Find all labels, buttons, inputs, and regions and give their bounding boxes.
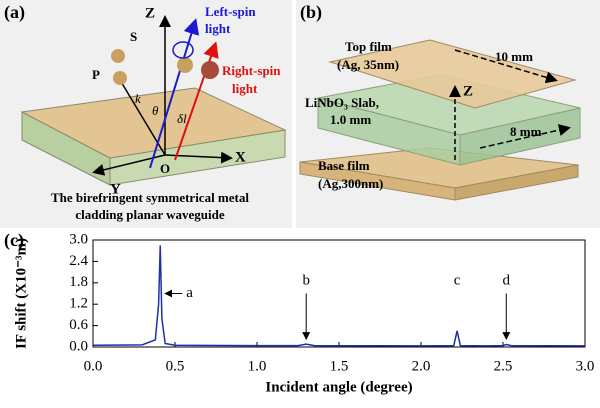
annotation: a [186,285,193,301]
caption: cladding planar waveguide [75,207,225,222]
sphere [111,49,125,63]
sphere [177,57,193,73]
annotation: d [503,272,511,288]
panel-c: (c) 0.0 0.6 1.2 1.8 2.4 3.0 0.0 0.5 1.0 1.5 2.0 2.5 3… [4,230,594,395]
sphere [113,71,127,85]
label: Base film [318,158,370,173]
label: LiNbO₃ Slab, [305,95,379,110]
label: k [135,91,141,106]
x-tick-label: 0.0 [84,358,103,374]
dim-line [479,124,571,149]
x-axis-label: Incident angle (degree) [265,379,412,395]
y-axis-label: IF shift (X10⁻³m) [13,238,29,349]
top-film [328,39,577,109]
spin-circle [172,41,194,59]
panel-a: (a) Z S P Left-spin light Right-spin lig… [0,0,292,228]
axis-label: Z [145,5,155,21]
axis-label: Z [463,83,473,99]
y-tick-label: 0.0 [69,338,88,354]
x-tick-label: 1.0 [248,358,267,374]
panel-b: (b) Top film (Ag, 35nm) 10 mm Z LiNbO₃ S… [296,0,600,228]
annotation: b [302,272,310,288]
y-tick-label: 0.6 [69,317,88,333]
slab-side [459,107,581,166]
axis-label: Y [110,181,121,197]
x-tick-label: 2.5 [494,358,513,374]
label: 10 mm [495,49,533,64]
left-spin-ray [149,18,200,169]
y-tick-label: 1.8 [69,274,88,290]
label: Left-spin [205,4,256,19]
label: 1.0 mm [330,112,371,127]
label: δl [177,111,187,126]
x-tick-label: 1.5 [330,358,349,374]
label: (Ag,300nm) [318,176,383,191]
panel-label: (c) [4,230,24,251]
label: Top film [345,39,392,54]
slab-top [20,87,287,159]
label: P [92,67,100,82]
annotation: c [454,272,461,288]
label: light [232,81,258,96]
x-tick-label: 3.0 [576,358,595,374]
x-tick-label: 0.5 [166,358,185,374]
x-tick-label: 2.0 [412,358,431,374]
y-tick-label: 3.0 [69,231,88,247]
y-tick-label: 2.4 [69,253,88,269]
sphere [201,61,219,79]
base-film-side [454,164,579,201]
axis-label: X [235,149,246,165]
label: 8 mm [510,124,542,139]
label: light [205,21,231,36]
label: (Ag, 35nm) [337,57,399,72]
caption: The birefringent symmetrical metal [51,190,249,205]
line [92,245,586,347]
y-tick-label: 1.2 [69,296,88,312]
label: Right-spin [222,63,281,78]
panel-label: (b) [300,2,322,23]
label: θ [152,103,159,118]
panel-label: (a) [4,2,25,23]
label: S [130,29,137,44]
label: O [160,161,170,176]
